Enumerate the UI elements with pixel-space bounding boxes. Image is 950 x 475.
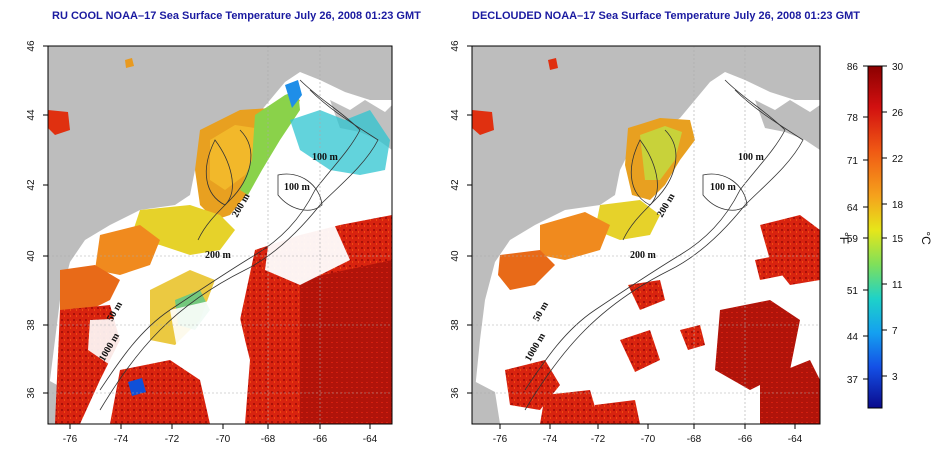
y-tick-label: 38 [450,319,461,331]
fahrenheit-tick: 59 [847,234,859,245]
temperature-colorbar: 86 78 71 64 59 51 44 37 30 26 22 18 15 1… [837,62,933,409]
land-mass [48,46,392,424]
bathymetry-contours [524,79,804,411]
x-tick-label: -64 [363,434,378,445]
fahrenheit-tick: 51 [847,286,859,297]
x-tick-label: -68 [687,434,702,445]
panel-2-x-axis: -76 -74 -72 -70 -68 -66 -64 [493,424,803,445]
y-tick-label: 46 [26,40,37,52]
contour-label: 100 m [312,152,339,163]
celsius-unit-label: °C [919,231,933,245]
panel-1-frame [47,45,393,425]
x-tick-label: -76 [493,434,508,445]
contour-label: 100 m [284,182,311,193]
bathymetry-contours [99,79,379,411]
fahrenheit-unit-label: °F [837,232,851,244]
celsius-tick: 15 [892,234,904,245]
y-tick-label: 36 [450,387,461,399]
x-tick-label: -76 [63,434,78,445]
contour-label: 200 m [630,250,657,261]
fahrenheit-tick: 37 [847,375,859,386]
y-tick-label: 46 [450,40,461,52]
y-tick-label: 42 [450,179,461,191]
y-tick-label: 36 [26,387,37,399]
x-tick-label: -74 [543,434,558,445]
y-tick-label: 38 [26,319,37,331]
contour-label: 100 m [738,152,765,163]
x-tick-label: -64 [788,434,803,445]
fahrenheit-tick: 44 [847,332,859,343]
map-gridlines [48,46,392,424]
panel-2-y-axis: 46 44 42 40 38 36 [450,40,472,399]
panel-1-y-axis: 46 44 42 40 38 36 [26,40,48,399]
map-gridlines [472,46,820,424]
celsius-tick: 11 [892,280,903,291]
contour-label: 100 m [710,182,737,193]
celsius-tick: 7 [892,326,898,337]
celsius-tick: 3 [892,372,898,383]
panel-1-title: RU COOL NOAA–17 Sea Surface Temperature … [52,10,421,22]
x-tick-label: -66 [313,434,328,445]
x-tick-label: -70 [641,434,656,445]
y-tick-label: 44 [450,109,461,121]
celsius-tick: 30 [892,62,904,73]
fahrenheit-tick: 64 [847,203,859,214]
celsius-tick: 18 [892,200,904,211]
panel-2-title: DECLOUDED NOAA–17 Sea Surface Temperatur… [472,10,861,22]
celsius-tick: 22 [892,154,904,165]
panel-2-map-body: 100 m 100 m 200 m 200 m 50 m 1000 m [472,46,820,424]
y-tick-label: 40 [450,250,461,262]
y-tick-label: 42 [26,179,37,191]
y-tick-label: 44 [26,109,37,121]
land-mass [472,46,820,424]
x-tick-label: -66 [738,434,753,445]
panel-2-frame [471,45,821,425]
fahrenheit-tick: 71 [847,156,859,167]
x-tick-label: -68 [261,434,276,445]
y-tick-label: 40 [26,250,37,262]
contour-label: 200 m [205,250,232,261]
fahrenheit-tick: 86 [847,62,859,73]
panel-1-x-axis: -76 -74 -72 -70 -68 -66 -64 [63,424,378,445]
x-tick-label: -72 [165,434,180,445]
fahrenheit-tick: 78 [847,113,859,124]
x-tick-label: -72 [591,434,606,445]
panel-1-map-body: 100 m 100 m 200 m 200 m 50 m 1000 m [48,46,392,424]
x-tick-label: -74 [114,434,129,445]
x-tick-label: -70 [216,434,231,445]
celsius-tick: 26 [892,108,904,119]
